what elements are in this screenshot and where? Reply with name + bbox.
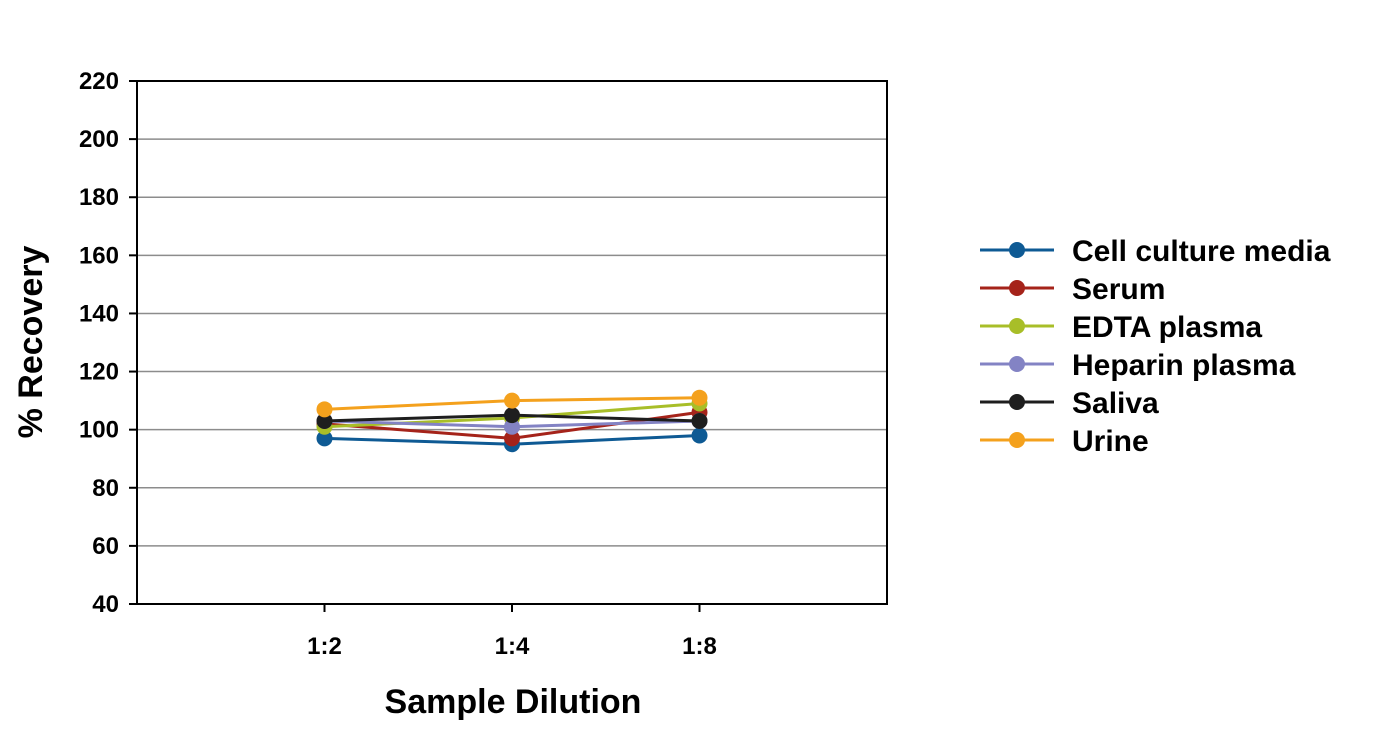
data-point (691, 427, 708, 444)
y-axis-title: % Recovery (12, 246, 50, 439)
data-point (504, 392, 520, 409)
x-tick-label: 1:4 (495, 633, 530, 660)
legend-swatch-marker (1009, 394, 1025, 410)
series-group (316, 389, 708, 453)
data-point (691, 389, 708, 406)
y-tick-label: 40 (92, 591, 119, 618)
x-axis-ticks: 1:2 1:4 1:8 (307, 604, 717, 660)
x-tick-label: 1:2 (307, 633, 342, 660)
y-tick-label: 120 (79, 359, 119, 386)
data-point (504, 407, 520, 424)
y-tick-label: 220 (79, 68, 119, 95)
y-tick-label: 60 (92, 533, 119, 560)
plot-area-frame (136, 80, 888, 605)
data-point (316, 430, 333, 447)
legend-label: Cell culture media (1072, 235, 1331, 268)
legend-swatch-marker (1009, 356, 1025, 372)
data-point (691, 412, 708, 429)
y-tick-label: 100 (79, 417, 119, 444)
data-point (316, 401, 333, 418)
legend-label: EDTA plasma (1072, 311, 1262, 344)
gridlines (137, 138, 887, 547)
legend-swatch-marker (1009, 432, 1025, 448)
y-tick-label: 80 (92, 475, 119, 502)
data-point (316, 412, 333, 429)
legend-swatch-marker (1009, 318, 1025, 334)
legend-label: Serum (1072, 273, 1165, 306)
y-axis-ticks: 40 60 80 100 120 140 160 180 200 220 (79, 68, 137, 618)
data-point (504, 418, 520, 435)
x-axis-title: Sample Dilution (385, 683, 642, 721)
y-tick-label: 160 (79, 242, 119, 269)
y-tick-label: 200 (79, 126, 119, 153)
legend-label: Heparin plasma (1072, 349, 1296, 382)
legend-swatch-marker (1009, 242, 1025, 258)
legend-label: Saliva (1072, 387, 1159, 420)
y-tick-label: 180 (79, 184, 119, 211)
legend-label: Urine (1072, 425, 1149, 458)
y-tick-label: 140 (79, 300, 119, 327)
legend-swatch-marker (1009, 280, 1025, 296)
legend: Cell culture media Serum EDTA plasma Hepari… (980, 235, 1331, 458)
x-tick-label: 1:8 (682, 633, 717, 660)
data-point (504, 430, 520, 447)
